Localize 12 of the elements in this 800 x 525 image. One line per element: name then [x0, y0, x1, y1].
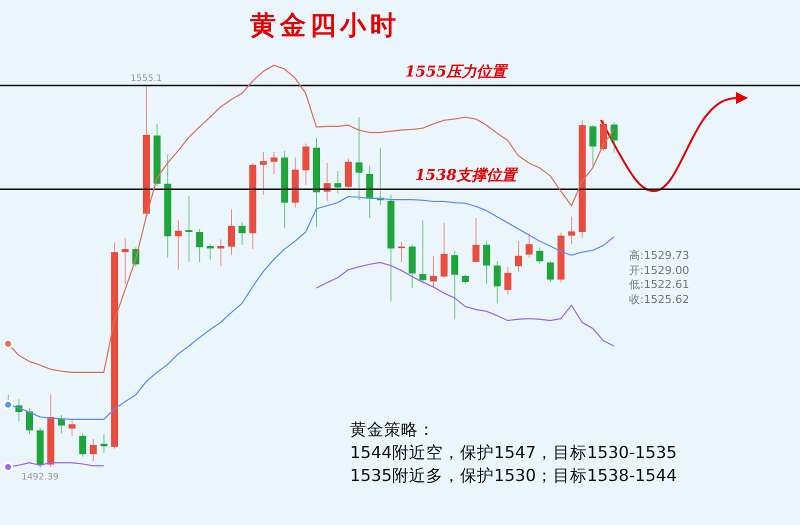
- ref-line-label: 1555压力位置: [405, 62, 509, 80]
- annotation: 1544附近空，保护1547，目标1530-1535: [350, 442, 677, 464]
- text: 收:1525.62: [629, 292, 690, 307]
- text: 黄金四小时: [249, 10, 401, 43]
- annotation: 黄金策略：: [350, 419, 436, 441]
- annotation: 1555.1: [130, 74, 162, 84]
- annotation: 1535附近多，保护1530；目标1538-1544: [350, 465, 677, 487]
- text: 高:1529.73: [629, 249, 690, 264]
- text: 开:1529.00: [629, 264, 690, 278]
- annotation: 1492.39: [21, 472, 59, 483]
- ref-line-label: 1538支撑位置: [415, 166, 519, 184]
- text: 低:1522.61: [629, 278, 690, 292]
